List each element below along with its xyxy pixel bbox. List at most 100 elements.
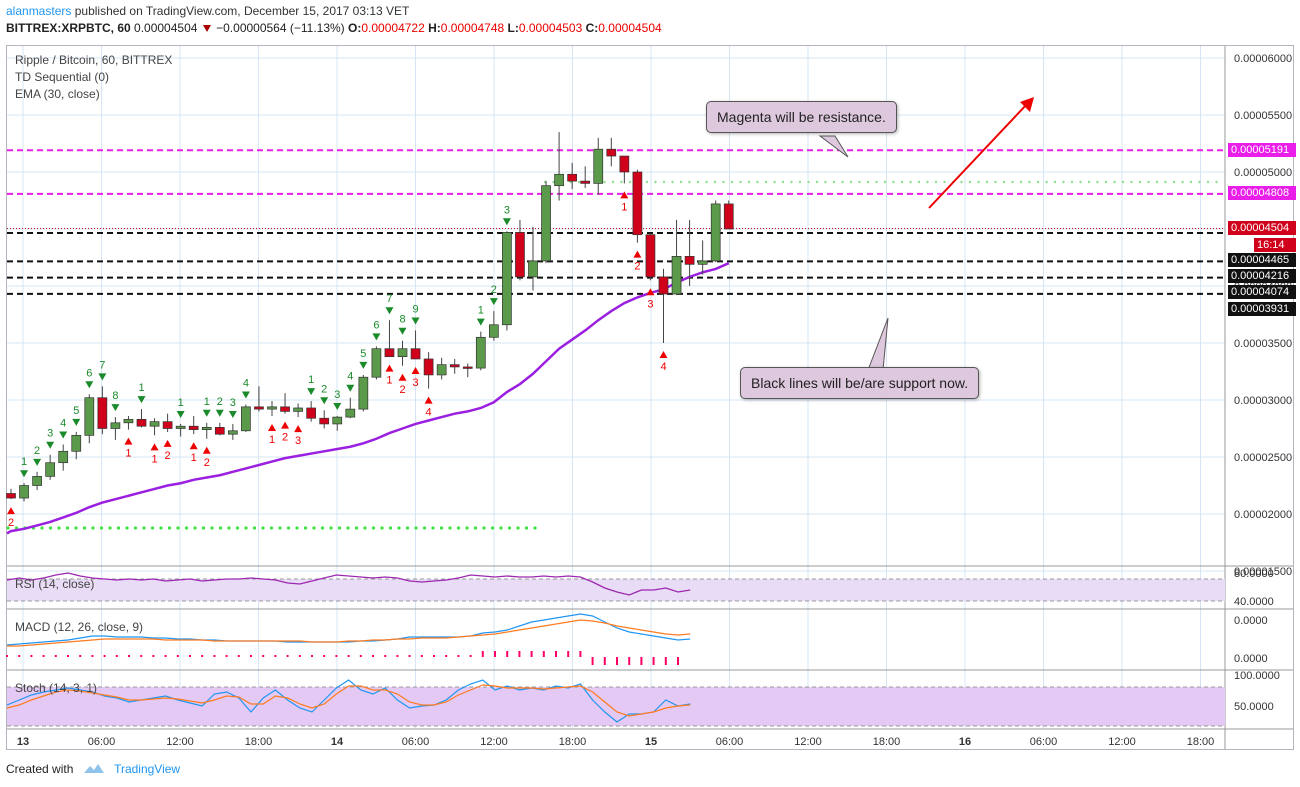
candle <box>658 276 669 295</box>
symbol[interactable]: BITTREX:XRPBTC, 60 <box>6 21 131 35</box>
time-tick: 13 <box>17 736 29 748</box>
td-buy-label: 5 <box>73 405 79 417</box>
green-dot <box>354 526 359 530</box>
td-buy-label: 8 <box>399 314 405 326</box>
td-buy-label: 2 <box>491 284 497 296</box>
green-dot <box>1172 180 1176 184</box>
td-sell-marker <box>398 373 407 381</box>
stoch-tick: 100.0000 <box>1234 670 1280 682</box>
td-buy-marker <box>411 317 420 325</box>
td-sell-marker <box>124 437 133 445</box>
green-dot <box>184 526 189 530</box>
macd-signal-line <box>7 619 691 647</box>
red-arrow-head <box>1020 97 1034 112</box>
candle <box>723 203 734 230</box>
td-buy-marker <box>307 388 316 396</box>
rsi-line <box>6 572 691 596</box>
legend-macd[interactable]: MACD (12, 26, close, 9) <box>15 620 144 634</box>
td-sell-marker <box>620 191 629 199</box>
td-sell-label: 1 <box>621 201 627 213</box>
candle <box>32 476 42 486</box>
green-dot <box>142 526 146 530</box>
price-tick: 0.00005500 <box>1234 110 1292 122</box>
open-label: O: <box>348 21 362 35</box>
td-buy-label: 1 <box>138 382 144 394</box>
open-value: 0.00004722 <box>361 21 425 35</box>
legend-rsi[interactable]: RSI (14, close) <box>15 577 95 591</box>
green-dot <box>552 180 555 184</box>
green-dot <box>934 180 938 184</box>
green-dot <box>176 526 180 530</box>
green-dot <box>1155 180 1159 184</box>
candle <box>436 364 447 376</box>
green-dot <box>943 180 946 184</box>
rsi-band <box>7 579 1225 601</box>
price-label-last: 0.00004504 <box>1228 221 1296 235</box>
time-tick: 14 <box>331 736 344 748</box>
candle <box>515 232 525 278</box>
candle <box>319 417 330 425</box>
candle <box>345 408 356 418</box>
green-dot <box>422 526 427 530</box>
candle <box>241 406 251 432</box>
green-dot <box>380 526 384 530</box>
green-dot <box>866 180 870 184</box>
support-callout[interactable]: Black lines will be/are support now. <box>740 367 980 399</box>
green-dot <box>465 526 469 530</box>
price-tick: 0.00002500 <box>1234 452 1292 464</box>
candle <box>84 397 95 436</box>
green-dot <box>1036 180 1040 184</box>
green-dot <box>235 526 240 530</box>
td-buy-marker <box>241 391 250 399</box>
green-dot <box>482 526 486 530</box>
green-dot <box>875 180 878 184</box>
time-tick: 06:00 <box>716 736 744 748</box>
green-dot <box>1206 180 1210 184</box>
rsi-tick: 80.0000 <box>1234 568 1274 580</box>
green-dot <box>473 526 478 530</box>
td-buy-label: 6 <box>86 367 92 379</box>
td-buy-label: 1 <box>478 305 484 317</box>
green-dot <box>269 526 274 530</box>
candle <box>593 148 604 184</box>
footer-brand[interactable]: TradingView <box>114 762 181 776</box>
green-dot <box>278 526 282 530</box>
legend-stoch[interactable]: Stoch (14, 3, 1) <box>15 681 98 695</box>
legend-td[interactable]: TD Sequential (0) <box>15 70 110 84</box>
chart-container[interactable] <box>6 45 1294 750</box>
green-dot <box>371 526 376 530</box>
green-dot <box>645 180 649 184</box>
legend-ema[interactable]: EMA (30, close) <box>15 87 100 101</box>
td-buy-marker <box>359 361 368 369</box>
publish-text: published on TradingView.com, December 1… <box>74 4 410 18</box>
legend-title[interactable]: Ripple / Bitcoin, 60, BITTREX <box>15 53 173 67</box>
time-tick: 16 <box>959 736 971 748</box>
green-dot <box>448 526 452 530</box>
td-sell-label: 1 <box>151 453 157 465</box>
time-tick: 06:00 <box>88 736 116 748</box>
resistance-callout[interactable]: Magenta will be resistance. <box>706 101 897 133</box>
td-buy-marker <box>385 307 394 315</box>
candle <box>619 155 630 173</box>
green-dot <box>1053 180 1057 184</box>
candle <box>136 419 147 427</box>
td-buy-label: 5 <box>360 348 366 360</box>
price-tick: 0.00003500 <box>1234 338 1292 350</box>
td-buy-marker <box>46 441 55 449</box>
green-dot <box>40 526 44 530</box>
green-dot <box>261 526 265 530</box>
time-tick: 12:00 <box>1108 736 1136 748</box>
callout-pointer <box>867 317 889 371</box>
green-dot <box>756 180 759 184</box>
candle <box>188 425 199 430</box>
candle <box>410 348 421 360</box>
high-label: H: <box>428 21 441 35</box>
green-dot <box>798 180 802 184</box>
td-buy-marker <box>476 318 485 326</box>
candle <box>567 173 578 182</box>
td-sell-marker <box>202 446 211 454</box>
candle <box>684 256 695 265</box>
green-dot <box>1147 180 1150 184</box>
author-link[interactable]: alanmasters <box>6 4 72 18</box>
